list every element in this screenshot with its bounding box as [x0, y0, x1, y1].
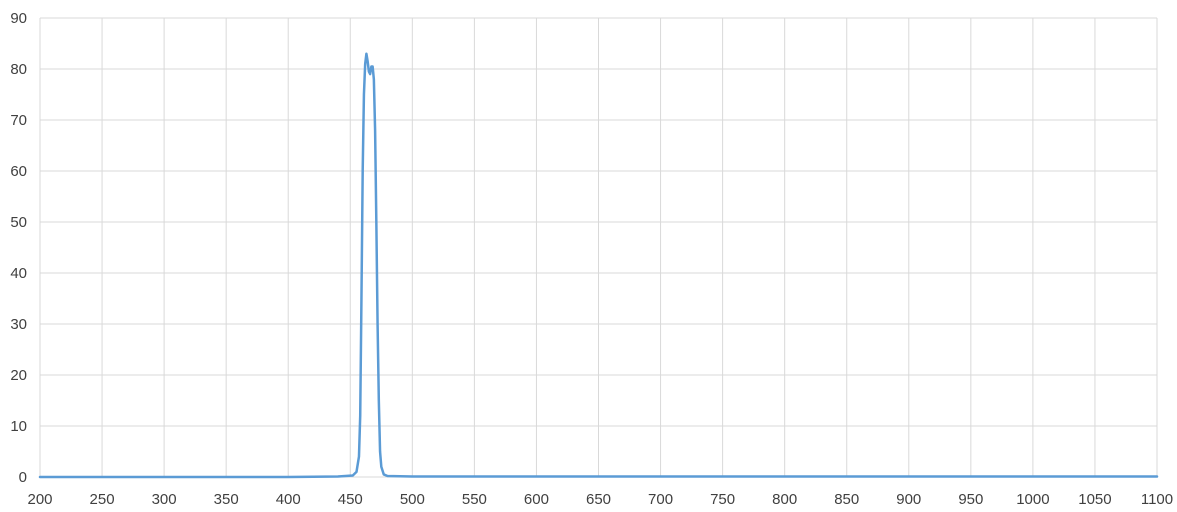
x-tick-label: 300 [152, 491, 177, 508]
series [38, 52, 1159, 479]
x-tick-label: 1100 [1141, 491, 1173, 508]
y-tick-label: 20 [10, 367, 27, 384]
x-tick-label: 900 [896, 491, 921, 508]
x-tick-label: 600 [524, 491, 549, 508]
x-tick-label: 200 [27, 491, 52, 508]
y-tick-label: 0 [19, 469, 27, 486]
x-tick-label: 700 [648, 491, 673, 508]
y-tick-label: 80 [10, 61, 27, 78]
x-tick-label: 500 [400, 491, 425, 508]
x-tick-label: 1000 [1016, 491, 1049, 508]
x-tick-label: 850 [834, 491, 859, 508]
x-tick-label: 750 [710, 491, 735, 508]
y-tick-label: 90 [10, 10, 27, 27]
x-tick-label: 250 [90, 491, 115, 508]
y-tick-label: 50 [10, 214, 27, 231]
y-tick-label: 60 [10, 163, 27, 180]
y-tick-label: 40 [10, 265, 27, 282]
tick-labels: 200 250 300 350 400 450 500 550 600 650 700 750 800 8… [10, 10, 1173, 508]
x-tick-label: 1050 [1078, 491, 1111, 508]
x-tick-label: 650 [586, 491, 611, 508]
x-tick-label: 950 [958, 491, 983, 508]
x-tick-label: 800 [772, 491, 797, 508]
x-tick-label: 400 [276, 491, 301, 508]
x-tick-label: 550 [462, 491, 487, 508]
y-tick-label: 70 [10, 112, 27, 129]
y-tick-label: 30 [10, 316, 27, 333]
x-tick-label: 350 [214, 491, 239, 508]
y-tick-label: 10 [10, 418, 27, 435]
series-line [38, 52, 1159, 479]
grid [39, 17, 1158, 478]
x-tick-label: 450 [338, 491, 363, 508]
